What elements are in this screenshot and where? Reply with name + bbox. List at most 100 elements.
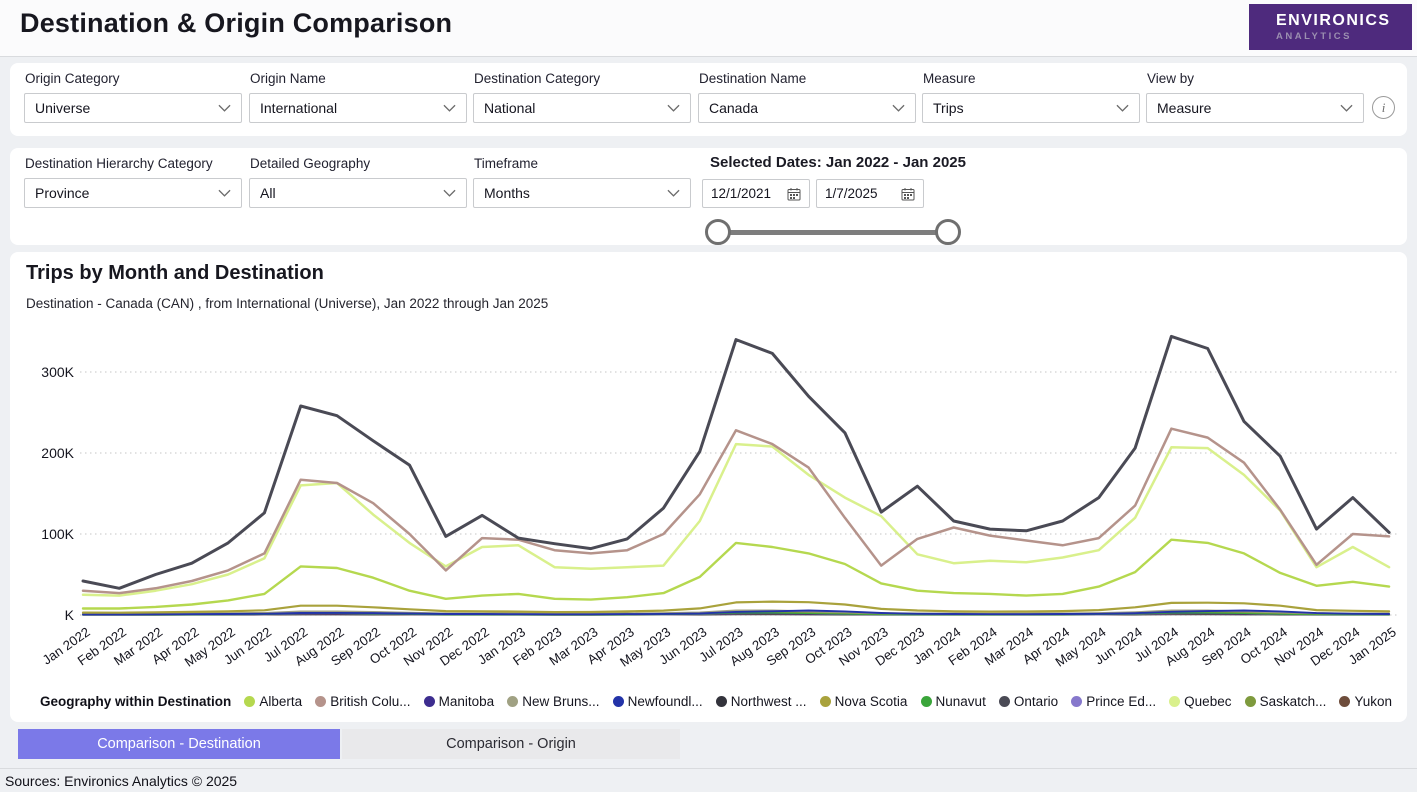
- app-header: Destination & Origin Comparison ENVIRONI…: [0, 0, 1417, 57]
- calendar-icon[interactable]: [787, 187, 801, 201]
- legend-label: Newfoundl...: [628, 694, 703, 709]
- legend-dot: [999, 696, 1010, 707]
- origin-category-label: Origin Category: [25, 71, 242, 86]
- legend-label: Alberta: [259, 694, 302, 709]
- chevron-down-icon: [1116, 104, 1129, 113]
- chart-card: Trips by Month and Destination Destinati…: [10, 252, 1407, 722]
- measure-dropdown[interactable]: Trips: [922, 93, 1140, 123]
- chevron-down-icon: [218, 104, 231, 113]
- legend-label: Yukon: [1354, 694, 1392, 709]
- detailed-geography-value: All: [260, 185, 276, 201]
- legend-label: Nova Scotia: [835, 694, 908, 709]
- legend-item-alberta[interactable]: Alberta: [244, 694, 302, 709]
- destination-hierarchy-category-label: Destination Hierarchy Category: [25, 156, 242, 171]
- chart-title: Trips by Month and Destination: [26, 262, 324, 285]
- chart-subtitle: Destination - Canada (CAN) , from Intern…: [26, 296, 548, 311]
- legend-dot: [1339, 696, 1350, 707]
- chevron-down-icon: [667, 189, 680, 198]
- destination-name-dropdown[interactable]: Canada: [698, 93, 916, 123]
- legend-label: Northwest ...: [731, 694, 807, 709]
- legend-item-quebec[interactable]: Quebec: [1169, 694, 1231, 709]
- legend-dot: [921, 696, 932, 707]
- tab-comparison-destination[interactable]: Comparison - Destination: [18, 729, 340, 759]
- origin-name-value: International: [260, 100, 337, 116]
- date-range-slider-handle-left[interactable]: [705, 219, 731, 245]
- legend-item-nova-scotia[interactable]: Nova Scotia: [820, 694, 908, 709]
- legend-title: Geography within Destination: [40, 694, 231, 709]
- y-axis-tick: 200K: [41, 445, 74, 461]
- legend-item-newfoundland-and-labrador[interactable]: Newfoundl...: [613, 694, 703, 709]
- sources-text: Sources: Environics Analytics © 2025: [5, 773, 237, 789]
- legend-label: Saskatch...: [1260, 694, 1327, 709]
- legend-item-manitoba[interactable]: Manitoba: [424, 694, 495, 709]
- y-axis-tick: 100K: [41, 526, 74, 542]
- legend-label: Nunavut: [936, 694, 986, 709]
- origin-name-dropdown[interactable]: International: [249, 93, 467, 123]
- view-by-value: Measure: [1157, 100, 1211, 116]
- y-axis-tick: K: [65, 607, 75, 623]
- view-by-dropdown[interactable]: Measure: [1146, 93, 1364, 123]
- logo-text-environics: ENVIRONICS: [1276, 12, 1412, 30]
- legend-item-new-brunswick[interactable]: New Bruns...: [507, 694, 599, 709]
- legend-label: Manitoba: [439, 694, 495, 709]
- origin-category-dropdown[interactable]: Universe: [24, 93, 242, 123]
- timeframe-value: Months: [484, 185, 530, 201]
- chart-line-ontario: [83, 336, 1389, 588]
- destination-category-value: National: [484, 100, 535, 116]
- start-date-value: 12/1/2021: [711, 186, 771, 201]
- selected-dates-label: Selected Dates: Jan 2022 - Jan 2025: [710, 154, 966, 171]
- legend-dot: [820, 696, 831, 707]
- legend-dot: [1169, 696, 1180, 707]
- chevron-down-icon: [1340, 104, 1353, 113]
- destination-category-dropdown[interactable]: National: [473, 93, 691, 123]
- chevron-down-icon: [892, 104, 905, 113]
- legend-item-nunavut[interactable]: Nunavut: [921, 694, 986, 709]
- legend-item-northwest-territories[interactable]: Northwest ...: [716, 694, 807, 709]
- legend-dot: [424, 696, 435, 707]
- chevron-down-icon: [443, 104, 456, 113]
- trips-line-chart: K100K200K300KJan 2022Feb 2022Mar 2022Apr…: [16, 316, 1406, 688]
- logo-text-analytics: ANALYTICS: [1276, 31, 1412, 42]
- legend-dot: [1245, 696, 1256, 707]
- chevron-down-icon: [443, 189, 456, 198]
- legend-dot: [613, 696, 624, 707]
- tab-comparison-origin[interactable]: Comparison - Origin: [342, 729, 680, 759]
- destination-hierarchy-category-dropdown[interactable]: Province: [24, 178, 242, 208]
- legend-dot: [1071, 696, 1082, 707]
- destination-hierarchy-category-value: Province: [35, 185, 89, 201]
- legend-dot: [244, 696, 255, 707]
- end-date-value: 1/7/2025: [825, 186, 878, 201]
- legend-item-prince-edward-island[interactable]: Prince Ed...: [1071, 694, 1156, 709]
- info-icon[interactable]: i: [1372, 96, 1395, 119]
- legend-item-british-columbia[interactable]: British Colu...: [315, 694, 410, 709]
- legend-item-yukon[interactable]: Yukon: [1339, 694, 1392, 709]
- date-range-slider-track[interactable]: [718, 230, 948, 235]
- calendar-icon[interactable]: [901, 187, 915, 201]
- legend-label: New Bruns...: [522, 694, 599, 709]
- legend-label: Ontario: [1014, 694, 1058, 709]
- legend-dot: [716, 696, 727, 707]
- destination-name-value: Canada: [709, 100, 758, 116]
- date-range-slider-handle-right[interactable]: [935, 219, 961, 245]
- measure-value: Trips: [933, 100, 964, 116]
- view-by-label: View by: [1147, 71, 1364, 86]
- origin-name-label: Origin Name: [250, 71, 467, 86]
- legend-item-saskatchewan[interactable]: Saskatch...: [1245, 694, 1327, 709]
- detailed-geography-dropdown[interactable]: All: [249, 178, 467, 208]
- chevron-down-icon: [667, 104, 680, 113]
- footer: Sources: Environics Analytics © 2025: [0, 768, 1417, 792]
- detailed-geography-label: Detailed Geography: [250, 156, 467, 171]
- origin-category-value: Universe: [35, 100, 90, 116]
- end-date-input[interactable]: 1/7/2025: [816, 179, 924, 208]
- legend-dot: [507, 696, 518, 707]
- legend-item-ontario[interactable]: Ontario: [999, 694, 1058, 709]
- timeframe-dropdown[interactable]: Months: [473, 178, 691, 208]
- filter-card-bottom: Destination Hierarchy Category Province …: [10, 148, 1407, 245]
- timeframe-label: Timeframe: [474, 156, 691, 171]
- start-date-input[interactable]: 12/1/2021: [702, 179, 810, 208]
- destination-category-label: Destination Category: [474, 71, 691, 86]
- filter-card-top: Origin Category Universe Origin Name Int…: [10, 63, 1407, 136]
- environics-logo: ENVIRONICS ANALYTICS: [1249, 4, 1412, 50]
- legend-dot: [315, 696, 326, 707]
- page-title: Destination & Origin Comparison: [20, 8, 452, 39]
